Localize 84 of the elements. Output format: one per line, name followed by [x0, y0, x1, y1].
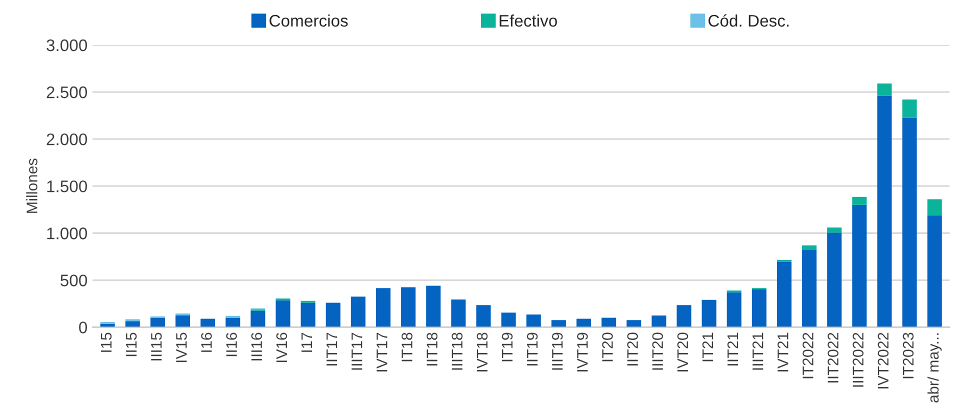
bar: [200, 318, 216, 328]
y-tick-label: 0: [79, 322, 88, 334]
bar: [776, 262, 792, 328]
y-tick-label: 1.000: [47, 228, 88, 240]
x-tick-label: abr/ may...: [927, 333, 942, 402]
x-tick-label: IT2023: [902, 332, 914, 378]
x-tick-label: I16: [201, 332, 212, 352]
bar: [602, 318, 616, 328]
x-tick-label: IVT21: [778, 332, 788, 372]
x-tick-label: IIT19: [526, 332, 538, 366]
bar: [752, 289, 766, 328]
bar: [576, 318, 592, 328]
x-tick-label: IIIT17: [352, 332, 362, 370]
y-tick-label: 1.500: [47, 180, 88, 192]
x-tick-label: III16: [251, 332, 262, 360]
bar: [175, 315, 190, 328]
x-tick-label: IIT17: [326, 332, 338, 366]
legend-label: Efectivo: [500, 14, 557, 27]
x-tick-label: IV16: [276, 332, 288, 362]
bar: [401, 287, 416, 328]
x-tick-label: IIIT20: [652, 332, 664, 370]
bar: [326, 302, 340, 328]
bar: [802, 245, 817, 250]
x-tick-label: IIIT2022: [852, 332, 864, 387]
x-tick-label: IVT18: [476, 332, 488, 372]
legend-label: Cód. Desc.: [708, 14, 789, 27]
x-tick-label: IIIT18: [452, 332, 463, 370]
bar: [451, 299, 466, 328]
x-tick-label: I17: [302, 332, 312, 352]
bar: [501, 312, 516, 328]
bar: [702, 300, 716, 328]
x-tick-label: IVT2022: [878, 332, 889, 388]
bar: [927, 199, 942, 216]
x-tick-label: IT19: [502, 332, 513, 362]
bar: [276, 300, 290, 328]
bar: [626, 320, 642, 328]
x-tick-label: III15: [151, 332, 162, 360]
y-tick-label: 2.000: [46, 133, 88, 146]
bar: [300, 302, 316, 328]
bar: [802, 250, 817, 328]
bar: [476, 305, 491, 328]
y-tick-label: 2.500: [46, 86, 88, 98]
x-tick-label: IT20: [602, 332, 613, 362]
x-tick-label: IT18: [402, 332, 412, 362]
bar: [125, 321, 140, 328]
bar: [927, 215, 942, 328]
x-tick-label: IVT19: [577, 332, 588, 372]
x-tick-label: IV15: [176, 332, 187, 362]
x-tick-label: IIIT19: [552, 332, 563, 370]
bar: [526, 314, 541, 328]
y-tick-label: 500: [60, 274, 88, 286]
x-tick-label: IVT20: [677, 332, 688, 372]
bar: [827, 232, 842, 328]
x-tick-label: IVT17: [376, 332, 388, 372]
x-tick-label: IT2022: [802, 332, 814, 378]
x-tick-label: II15: [126, 332, 137, 356]
y-tick-label: 3.000: [46, 39, 88, 52]
bar: [902, 118, 917, 328]
bar: [150, 318, 165, 328]
x-tick-label: IT21: [702, 332, 714, 362]
bar: [250, 310, 266, 328]
x-tick-label: IIT2022: [828, 332, 838, 382]
bar: [676, 305, 692, 328]
bar: [551, 320, 566, 328]
x-tick-label: IIT21: [727, 332, 738, 366]
bar: [376, 288, 391, 328]
bar: [426, 286, 441, 328]
x-tick-label: IIIT21: [752, 332, 764, 370]
y-axis-title: Millones: [26, 158, 38, 213]
bar: [726, 292, 742, 328]
x-tick-label: II16: [226, 332, 237, 356]
bar: [827, 227, 842, 233]
x-tick-label: I15: [101, 332, 112, 352]
legend-label: Comercios: [270, 14, 348, 27]
x-tick-label: IIT20: [627, 332, 638, 366]
bar: [877, 84, 892, 96]
bar: [226, 318, 240, 328]
bar: [350, 296, 366, 328]
bar: [902, 100, 917, 118]
x-tick-label: IIT18: [426, 332, 438, 366]
bar: [852, 204, 867, 328]
bar: [877, 96, 892, 328]
bar: [652, 315, 666, 328]
bar: [852, 196, 867, 205]
